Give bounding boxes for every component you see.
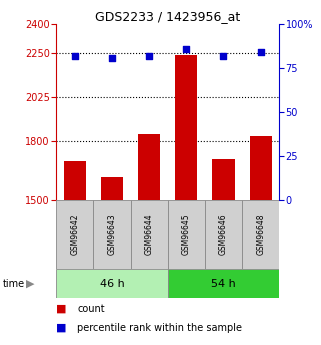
Title: GDS2233 / 1423956_at: GDS2233 / 1423956_at [95, 10, 240, 23]
Bar [56, 269, 168, 298]
Bar [213, 159, 235, 345]
Text: GSM96646: GSM96646 [219, 214, 228, 255]
Text: GSM96644: GSM96644 [145, 214, 154, 255]
Bar [205, 200, 242, 269]
Text: GSM96645: GSM96645 [182, 214, 191, 255]
Text: count: count [77, 304, 105, 314]
Text: 46 h: 46 h [100, 279, 124, 289]
Bar [93, 200, 131, 269]
Point [184, 46, 189, 51]
Bar [168, 269, 279, 298]
Text: GSM96648: GSM96648 [256, 214, 265, 255]
Bar [138, 134, 160, 345]
Point [147, 53, 152, 59]
Point [109, 55, 115, 60]
Point [258, 50, 263, 55]
Text: time: time [3, 279, 25, 289]
Bar [64, 161, 86, 345]
Text: GSM96642: GSM96642 [70, 214, 79, 255]
Bar [101, 177, 123, 345]
Text: percentile rank within the sample: percentile rank within the sample [77, 323, 242, 333]
Bar [131, 200, 168, 269]
Bar [249, 136, 272, 345]
Point [221, 53, 226, 59]
Bar [175, 56, 197, 345]
Point [72, 53, 77, 59]
Bar [56, 200, 93, 269]
Text: ■: ■ [56, 323, 67, 333]
Bar [168, 200, 205, 269]
Text: ■: ■ [56, 304, 67, 314]
Text: 54 h: 54 h [211, 279, 236, 289]
Text: GSM96643: GSM96643 [108, 214, 117, 255]
Bar [242, 200, 279, 269]
Text: ▶: ▶ [26, 279, 35, 289]
